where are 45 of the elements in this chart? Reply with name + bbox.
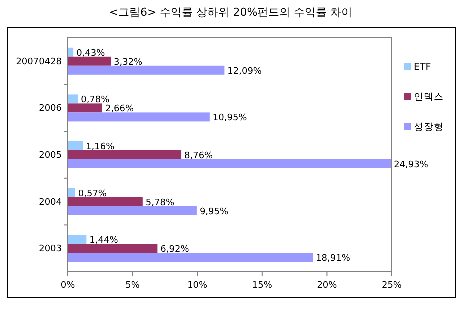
bar — [68, 197, 143, 206]
data-label: 0,43% — [76, 48, 106, 59]
legend-label: 인덱스 — [414, 92, 444, 103]
y-tick-label: 2006 — [39, 104, 62, 114]
bar — [68, 253, 314, 262]
data-label: 5,78% — [146, 198, 175, 208]
data-label: 1,16% — [86, 142, 116, 152]
bar — [68, 160, 392, 168]
bar — [68, 244, 158, 254]
data-label: 3,32% — [114, 58, 144, 68]
bar — [68, 235, 87, 244]
x-tick-label: 15% — [252, 281, 273, 291]
y-tick-label: 2003 — [39, 244, 62, 255]
chart-title: <그림6> 수익률 상하위 20%펀드의 수익률 차이 — [109, 6, 353, 19]
data-label: 6,92% — [160, 245, 190, 256]
bar — [68, 94, 78, 104]
y-tick-label: 2004 — [39, 198, 62, 208]
x-tick-label: 0% — [60, 281, 76, 291]
bar — [68, 104, 102, 113]
data-label: 0,57% — [78, 189, 108, 200]
data-label: 24,93% — [394, 160, 429, 170]
x-tick-label: 20% — [317, 281, 338, 291]
data-label: 0,78% — [81, 96, 110, 106]
bar — [68, 188, 76, 198]
data-label: 12,09% — [228, 66, 262, 77]
bar — [68, 112, 210, 122]
y-tick-label: 20070428 — [16, 57, 62, 68]
data-label: 18,91% — [316, 254, 351, 264]
legend-label: 성장형 — [414, 122, 444, 133]
x-tick-label: 25% — [382, 281, 402, 291]
bar — [68, 206, 197, 216]
bar — [68, 142, 84, 150]
bar — [68, 150, 182, 160]
data-label: 10,95% — [212, 114, 248, 124]
x-tick-label: 5% — [126, 281, 140, 291]
data-label: 1,44% — [90, 236, 119, 246]
bar — [68, 56, 112, 66]
data-label: 8,76% — [184, 152, 214, 162]
y-tick-label: 2005 — [39, 151, 62, 161]
bar — [68, 48, 74, 57]
x-tick-label: 10% — [188, 281, 208, 291]
legend-label: ETF — [414, 62, 432, 73]
data-label: 2,66% — [105, 104, 135, 115]
data-label: 9,95% — [200, 207, 229, 218]
bar — [68, 66, 225, 75]
